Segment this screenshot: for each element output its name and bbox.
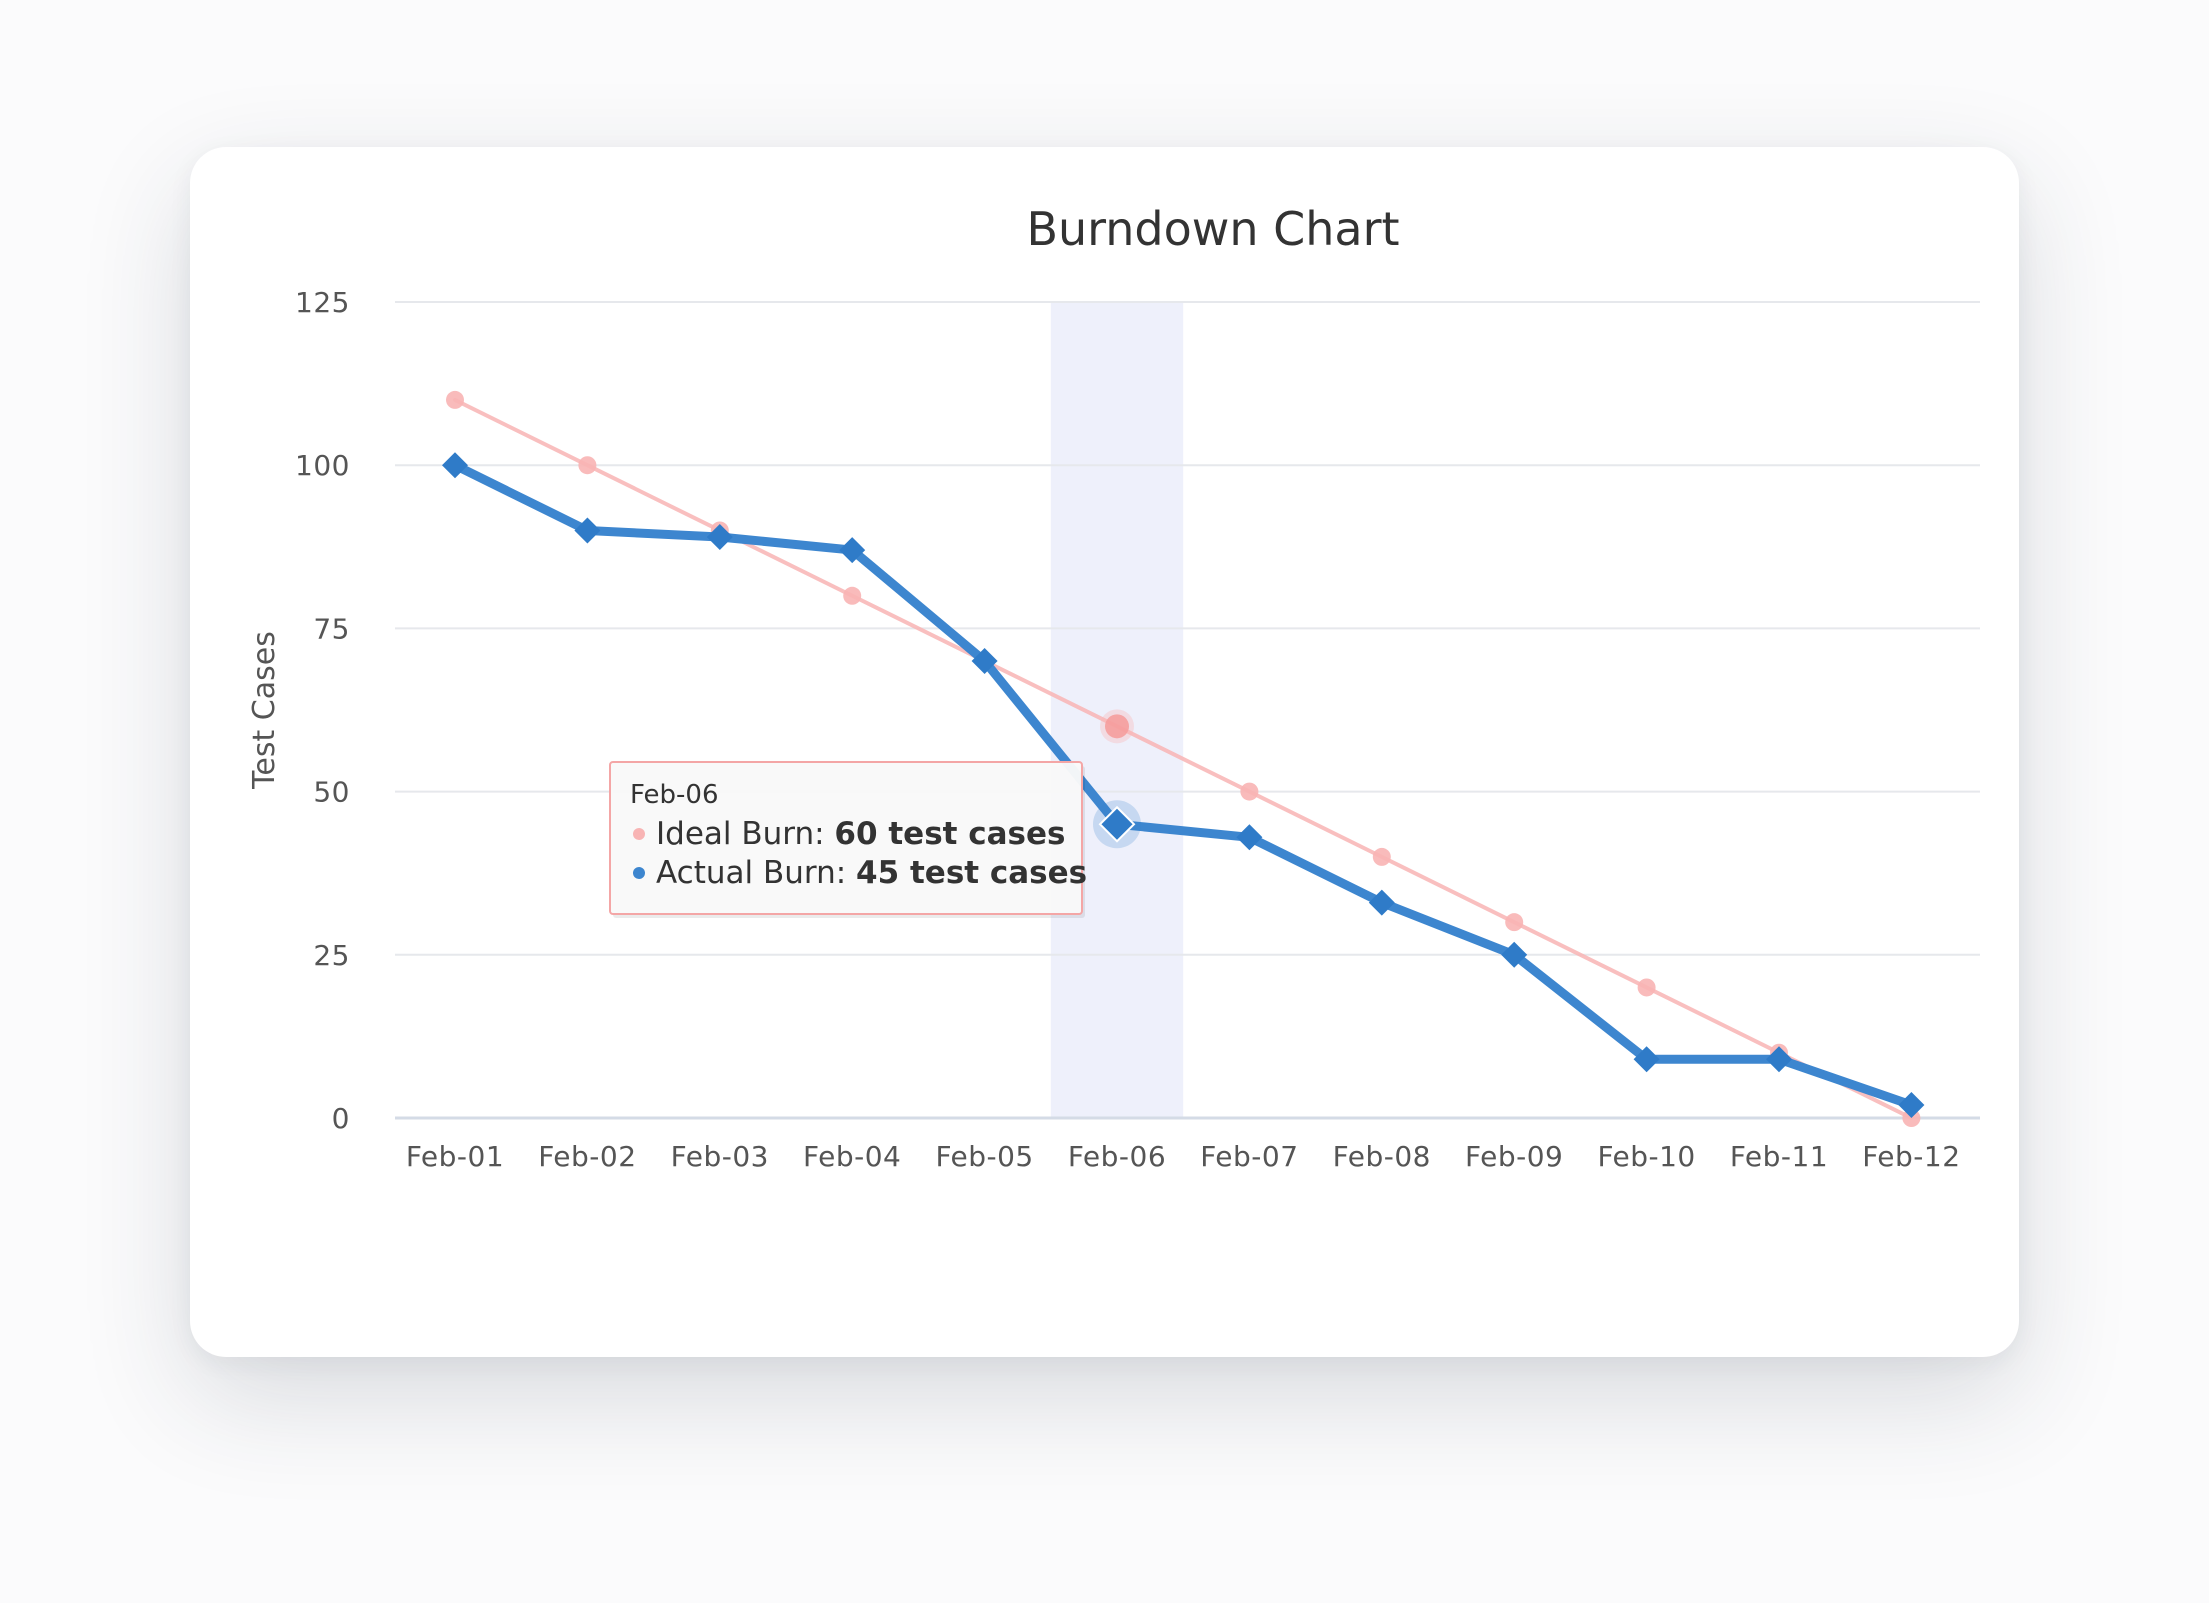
x-tick-label: Feb-06 — [1068, 1140, 1166, 1173]
y-axis-title: Test Cases — [247, 631, 282, 790]
tooltip-box — [609, 761, 1083, 915]
series-actual-burn — [442, 452, 1925, 1118]
y-tick-label: 125 — [295, 286, 350, 319]
x-tick-label: Feb-12 — [1862, 1140, 1960, 1173]
ideal-burn-point[interactable] — [1637, 978, 1656, 997]
hover-band — [1050, 302, 1184, 1118]
actual-burn-line — [450, 460, 1916, 1110]
ideal-burn-point[interactable] — [1372, 847, 1391, 866]
actual-burn-point[interactable] — [971, 648, 998, 675]
tooltip-actual-burn: Actual Burn: 45 test cases — [656, 855, 1087, 891]
hover-band-layer — [1050, 302, 1184, 1118]
actual-burn-point[interactable] — [1501, 941, 1528, 968]
ideal-burn-point[interactable] — [578, 456, 597, 475]
ideal-burn-point[interactable] — [1505, 913, 1524, 932]
legend-dot — [633, 867, 645, 879]
series-layer — [442, 390, 1925, 1127]
actual-burn-point[interactable] — [706, 524, 733, 551]
legend-dot — [633, 828, 645, 840]
actual-burn-point[interactable] — [442, 452, 468, 479]
x-tick-label: Feb-09 — [1465, 1140, 1563, 1173]
x-tick-label: Feb-07 — [1200, 1140, 1298, 1173]
chart-card: Burndown Chart Test Cases 0 25 50 75 100 125 … — [190, 147, 2019, 1357]
actual-burn-point[interactable] — [1766, 1046, 1792, 1073]
burndown-chart: Burndown Chart Test Cases 0255075100125 … — [247, 202, 1980, 1173]
tooltip-header: Feb-06 — [630, 780, 719, 810]
x-tick-label: Feb-10 — [1597, 1140, 1695, 1173]
y-tick-label: 100 — [295, 449, 350, 482]
ideal-burn-point[interactable] — [1240, 782, 1259, 801]
ideal-burn-line — [453, 397, 1914, 1120]
ideal-burn-point[interactable] — [1902, 1109, 1921, 1127]
x-tick-label: Feb-01 — [406, 1140, 504, 1173]
actual-burn-point[interactable] — [574, 517, 601, 544]
x-tick-label: Feb-08 — [1333, 1140, 1431, 1173]
x-axis-ticks: Feb-01 Feb-02 Feb-03 Feb-04 Feb-05 Feb-06 Feb-… — [406, 1140, 1960, 1173]
x-tick-label: Feb-11 — [1730, 1140, 1828, 1173]
chart-title: Burndown Chart — [1026, 202, 1399, 256]
ideal-burn-point[interactable] — [1105, 714, 1129, 739]
x-tick-label: Feb-03 — [671, 1140, 769, 1173]
x-tick-label: Feb-05 — [935, 1140, 1033, 1173]
actual-burn-point[interactable] — [839, 537, 866, 564]
ideal-burn-point[interactable] — [446, 390, 464, 409]
y-axis-ticks: 0 25 50 75 100 125 — [295, 286, 350, 1135]
tooltip-ideal-burn: Ideal Burn: 60 test cases — [656, 816, 1065, 852]
gridlines — [395, 301, 1980, 1120]
x-tick-label: Feb-04 — [803, 1140, 901, 1173]
actual-burn-point[interactable] — [1633, 1046, 1660, 1073]
ideal-burn-point[interactable] — [843, 586, 862, 605]
y-tick-label: 25 — [313, 939, 350, 972]
actual-burn-point[interactable] — [1898, 1091, 1925, 1118]
y-tick-label: 75 — [313, 612, 350, 645]
actual-burn-point[interactable] — [1368, 889, 1395, 916]
actual-burn-point[interactable] — [1236, 824, 1263, 851]
y-tick-label: 50 — [313, 776, 350, 809]
actual-burn-point[interactable] — [1098, 805, 1136, 843]
x-tick-label: Feb-02 — [538, 1140, 636, 1173]
y-tick-label: 0 — [332, 1102, 350, 1135]
